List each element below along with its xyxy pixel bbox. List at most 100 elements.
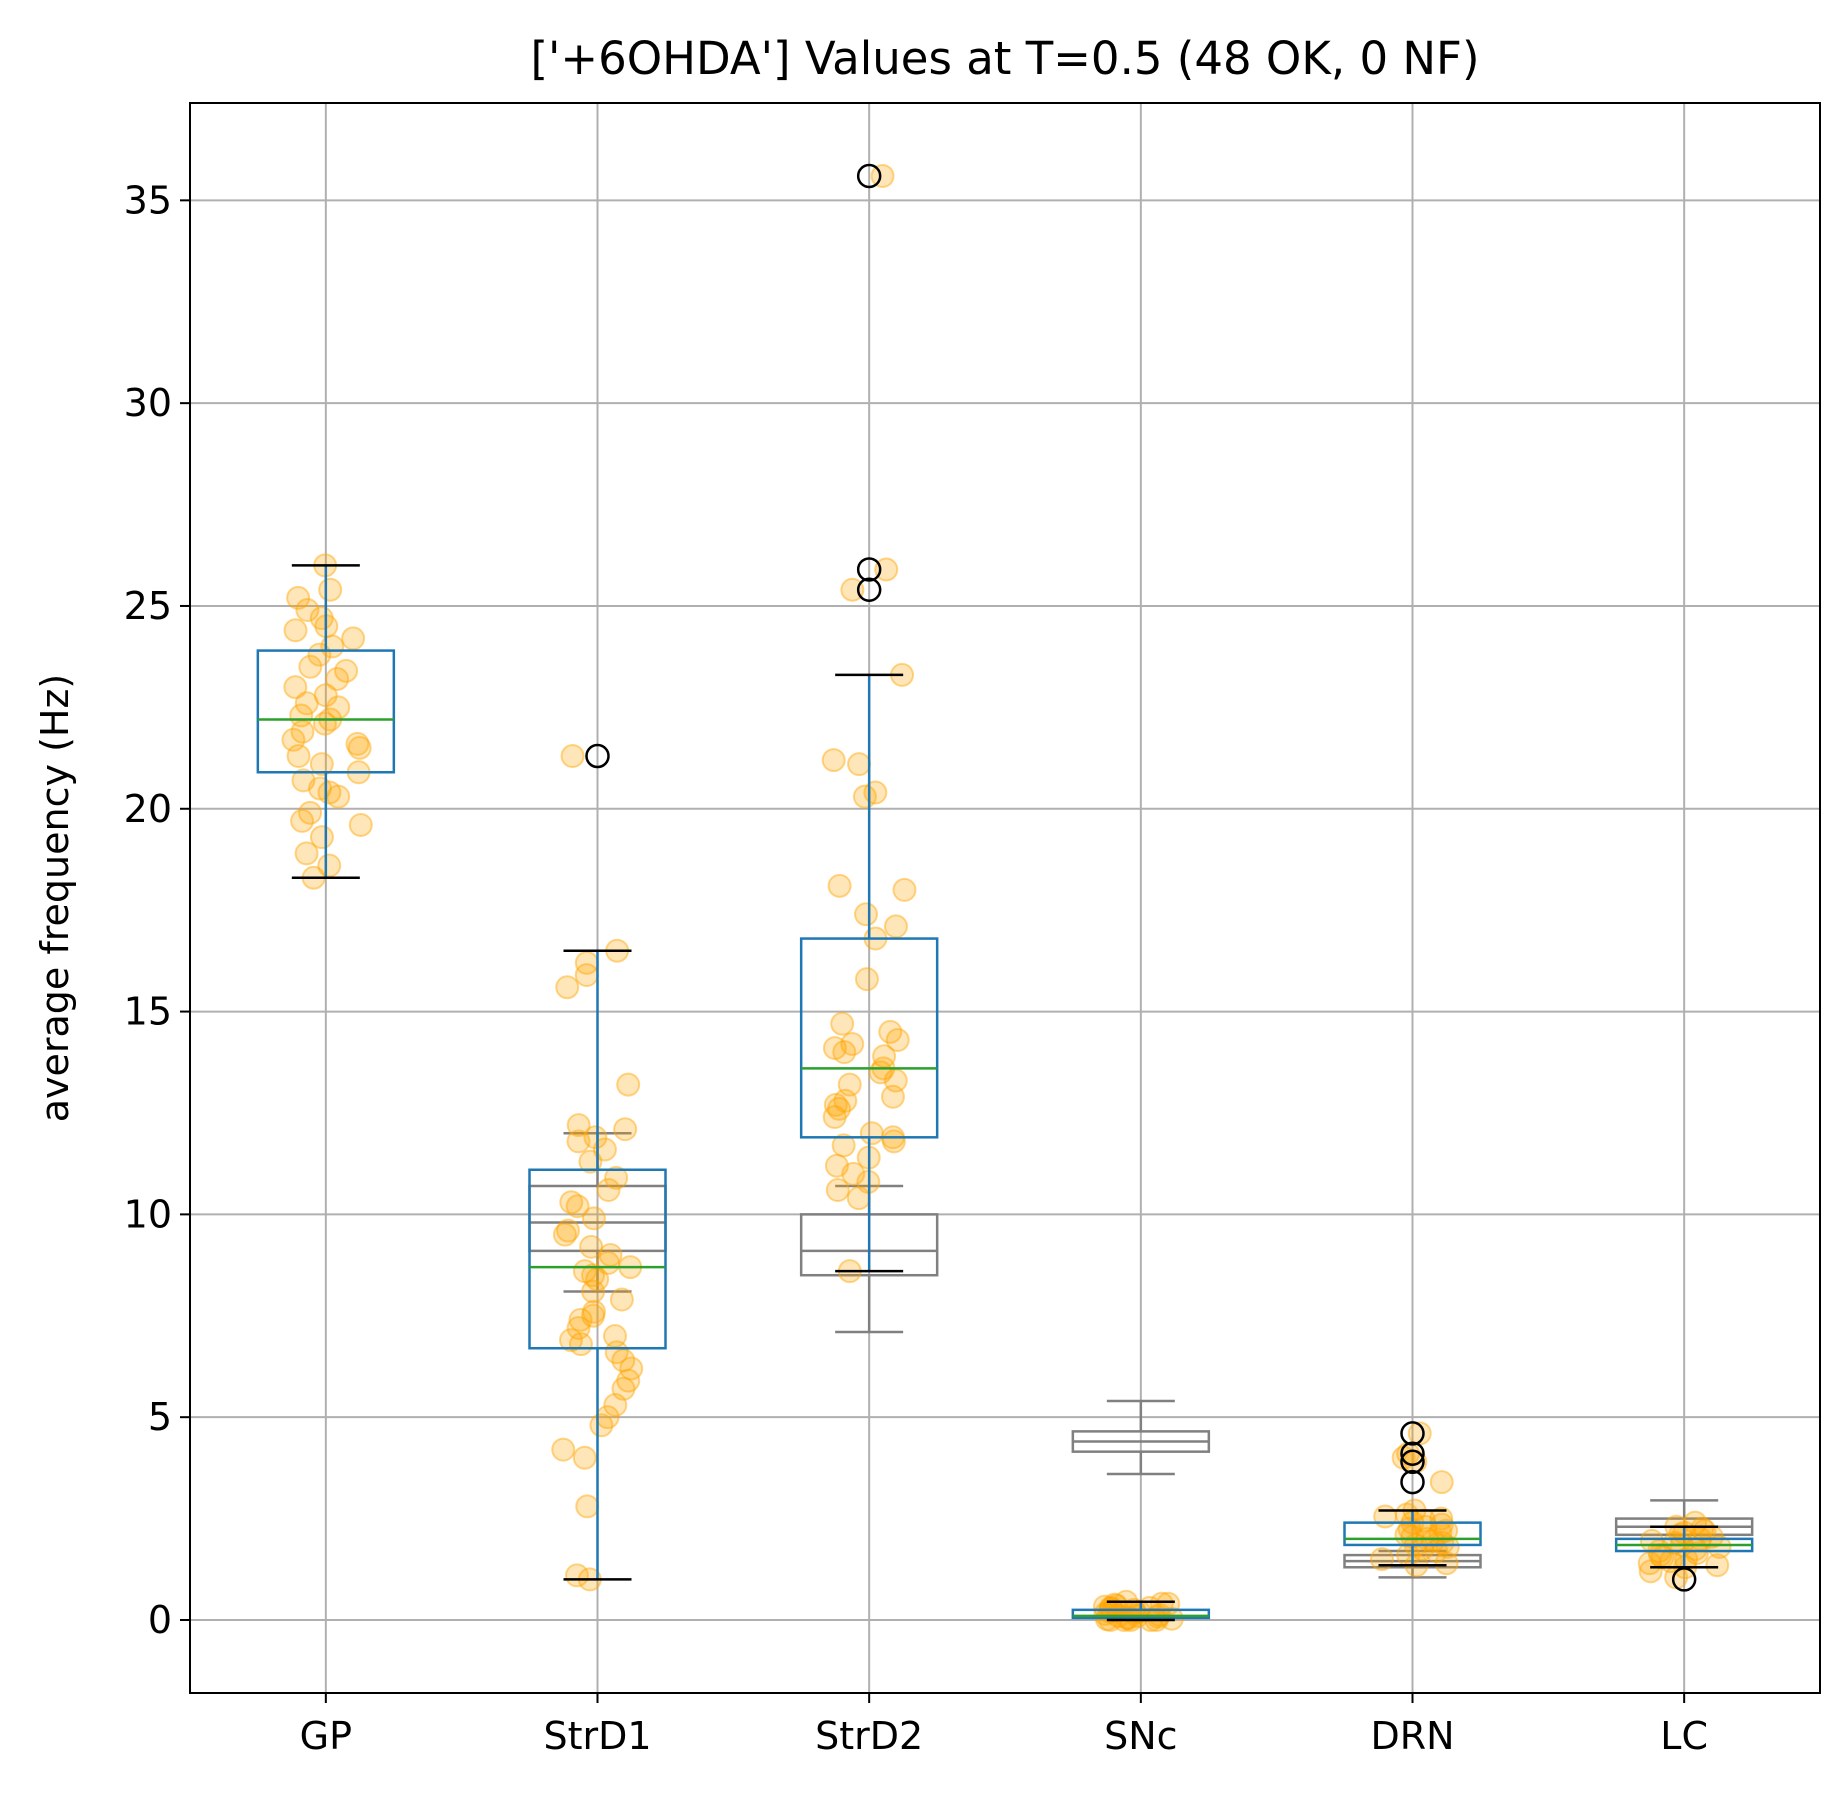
data-point: [616, 1368, 641, 1393]
outlier-point: [856, 577, 882, 602]
data-point: [1692, 1518, 1717, 1543]
data-point: [565, 1194, 590, 1219]
data-point: [833, 1088, 858, 1113]
data-point: [551, 1437, 576, 1462]
data-point: [1707, 1534, 1732, 1559]
data-point: [575, 1494, 600, 1519]
y-tick-label: 30: [124, 381, 172, 425]
data-point: [1429, 1512, 1454, 1537]
box-body: [528, 1168, 667, 1350]
box-layer: [256, 163, 1754, 1622]
data-point: [881, 1129, 906, 1154]
data-point: [294, 691, 319, 716]
data-point: [579, 1234, 604, 1259]
data-point: [578, 1149, 603, 1174]
outlier-point: [856, 163, 882, 189]
x-tick-label: GP: [300, 1714, 352, 1758]
outlier-point: [1400, 1469, 1425, 1495]
data-point: [1434, 1518, 1459, 1543]
grid-layer: [190, 103, 1820, 1693]
data-point: [878, 1019, 903, 1044]
data-point: [581, 1279, 606, 1304]
data-point: [295, 598, 320, 623]
data-point: [831, 1133, 856, 1158]
x-tick-label: SNc: [1104, 1714, 1177, 1758]
outlier-point: [1400, 1441, 1425, 1466]
points-layer: [281, 164, 1732, 1632]
y-axis-label: average frequency (Hz): [33, 674, 77, 1123]
data-point: [885, 1027, 910, 1052]
data-point: [291, 768, 316, 793]
plot-frame: [189, 102, 1821, 1694]
data-point: [830, 1011, 855, 1036]
data-point: [555, 1218, 580, 1243]
data-point: [281, 727, 306, 752]
data-point: [583, 1125, 608, 1150]
y-tick-label: 5: [148, 1395, 172, 1439]
data-point: [822, 1036, 847, 1061]
data-point: [1705, 1553, 1730, 1578]
data-point: [846, 1186, 871, 1211]
data-point: [596, 1251, 621, 1276]
box-body: [256, 649, 396, 774]
data-point: [841, 1161, 866, 1186]
data-point: [837, 1072, 862, 1097]
data-point: [294, 841, 319, 866]
data-point: [603, 1393, 628, 1418]
data-point: [847, 752, 872, 777]
data-point: [859, 1121, 884, 1146]
data-point: [566, 1315, 591, 1340]
data-point: [824, 1153, 849, 1178]
data-point: [313, 683, 338, 708]
data-point: [572, 1445, 597, 1470]
data-point: [581, 1263, 606, 1288]
data-point: [840, 577, 865, 602]
data-point: [568, 1307, 593, 1332]
data-point: [1662, 1530, 1687, 1555]
data-point: [286, 585, 311, 610]
data-point: [317, 780, 342, 805]
data-point: [581, 1299, 606, 1324]
data-point: [566, 1129, 591, 1154]
data-point: [870, 164, 895, 189]
y-tick-label: 0: [148, 1598, 172, 1642]
x-tick-label: DRN: [1370, 1714, 1454, 1758]
data-point: [825, 1178, 850, 1203]
box-body: [799, 937, 939, 1139]
chart-title: ['+6OHDA'] Values at T=0.5 (48 OK, 0 NF): [531, 32, 1480, 85]
data-point: [309, 825, 334, 850]
data-point: [1421, 1528, 1446, 1553]
data-point: [604, 1340, 629, 1365]
data-point: [581, 1303, 606, 1328]
data-point: [592, 1137, 617, 1162]
data-point: [290, 808, 315, 833]
data-point: [572, 1259, 597, 1284]
x-tick-label: LC: [1660, 1714, 1708, 1758]
data-point: [1430, 1530, 1455, 1555]
data-point: [559, 1190, 584, 1215]
data-point: [555, 975, 580, 1000]
outlier-point: [1400, 1449, 1425, 1475]
data-point: [827, 1096, 852, 1121]
data-point: [1684, 1541, 1709, 1566]
data-point: [574, 963, 599, 988]
outlier-point: [856, 557, 882, 582]
data-point: [1638, 1559, 1663, 1584]
data-point: [283, 675, 308, 700]
data-point: [552, 1222, 577, 1247]
data-point: [564, 1563, 589, 1588]
data-point: [560, 744, 585, 769]
data-point: [596, 1178, 621, 1203]
data-point: [325, 666, 350, 691]
data-point: [868, 1060, 893, 1085]
data-point: [616, 1072, 641, 1097]
data-point: [347, 735, 372, 760]
data-point: [1429, 1470, 1454, 1495]
outlier-point: [585, 743, 610, 769]
data-point: [568, 1332, 593, 1357]
data-point: [1369, 1547, 1394, 1572]
y-tick-label: 20: [124, 787, 172, 831]
data-point: [840, 1032, 865, 1057]
data-point: [348, 812, 373, 837]
